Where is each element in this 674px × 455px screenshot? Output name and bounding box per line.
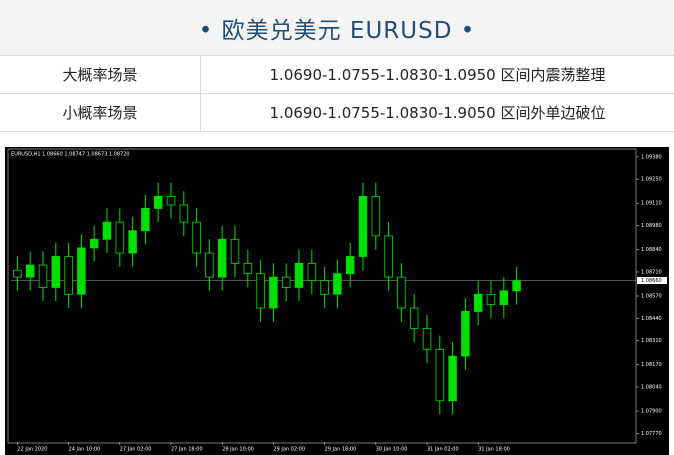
x-tick-label: 29 Jan 02:00 bbox=[273, 447, 305, 453]
candle-body bbox=[115, 221, 125, 254]
y-tick-label: 1.08170 bbox=[641, 362, 662, 368]
candle-body bbox=[179, 204, 189, 223]
candle-body bbox=[448, 355, 457, 402]
y-tick-label: 1.09380 bbox=[641, 154, 662, 160]
scenario-table: 大概率场景 1.0690-1.0755-1.0830-1.0950 区间内震荡整理… bbox=[0, 55, 674, 132]
row: 小概率场景 1.0690-1.0755-1.0830-1.9050 区间外单边破位 bbox=[0, 93, 674, 132]
candle-body bbox=[384, 235, 393, 278]
y-tick-label: 1.07900 bbox=[641, 409, 662, 415]
candle-body bbox=[397, 276, 406, 309]
candle-body bbox=[64, 256, 73, 295]
cell: 小概率场景 bbox=[0, 93, 201, 132]
candle-body bbox=[89, 238, 99, 249]
candle-body bbox=[166, 195, 176, 206]
x-tick-label: 30 Jan 10:00 bbox=[376, 447, 408, 453]
candle-body bbox=[345, 256, 355, 275]
cell: 1.0690-1.0755-1.0830-1.9050 区间外单边破位 bbox=[200, 93, 674, 132]
candle-body bbox=[25, 264, 35, 278]
cell: 1.0690-1.0755-1.0830-1.0950 区间内震荡整理 bbox=[200, 55, 674, 94]
y-tick-label: 1.08310 bbox=[641, 338, 662, 344]
x-tick-label: 27 Jan 02:00 bbox=[120, 447, 152, 453]
y-tick-label: 1.08840 bbox=[641, 247, 662, 253]
candle-body bbox=[77, 247, 86, 295]
candle-body bbox=[499, 290, 509, 305]
cell: 大概率场景 bbox=[0, 55, 201, 94]
candle-body bbox=[102, 221, 112, 240]
candle-body bbox=[128, 230, 137, 254]
candle-body bbox=[256, 273, 265, 309]
candle-body bbox=[243, 262, 253, 275]
x-tick-label: 22 Jan 2020 bbox=[17, 447, 47, 453]
candle-body bbox=[269, 276, 278, 309]
candle-body bbox=[461, 311, 470, 357]
candle-body bbox=[38, 264, 48, 288]
row: 大概率场景 1.0690-1.0755-1.0830-1.0950 区间内震荡整理 bbox=[0, 55, 674, 94]
y-tick-label: 1.08040 bbox=[641, 385, 662, 391]
candle-body bbox=[230, 238, 240, 264]
x-tick-label: 24 Jan 10:00 bbox=[69, 447, 101, 453]
y-tick-label: 1.08440 bbox=[641, 316, 662, 322]
chart: EURUSD,H1 1.08660 1.08747 1.08673 1.0872… bbox=[5, 147, 669, 455]
x-tick-label: 31 Jan 02:00 bbox=[427, 447, 459, 453]
candle-body bbox=[307, 262, 317, 281]
title: • 欧美兑美元 EURUSD • bbox=[0, 0, 674, 55]
x-tick-label: 27 Jan 18:00 bbox=[171, 447, 203, 453]
candle-body bbox=[192, 221, 201, 254]
y-tick-label: 1.07770 bbox=[641, 431, 662, 437]
candle-body bbox=[205, 252, 214, 278]
candle-body bbox=[217, 238, 227, 278]
candle-body bbox=[512, 280, 521, 292]
candle-body bbox=[409, 307, 419, 330]
y-tick-label: 1.08980 bbox=[641, 223, 662, 229]
candle-body bbox=[153, 195, 163, 209]
symbol-label: EURUSD,H1 1.08660 1.08747 1.08673 1.0872… bbox=[11, 152, 130, 158]
y-tick-label: 1.08570 bbox=[641, 294, 662, 300]
candle-body bbox=[422, 328, 432, 350]
candle-body bbox=[320, 280, 329, 295]
candle-body bbox=[141, 208, 150, 232]
candle-body bbox=[358, 195, 368, 257]
candle-body bbox=[371, 195, 381, 237]
candle-body bbox=[281, 276, 291, 288]
candle-body bbox=[473, 293, 483, 312]
x-tick-label: 31 Jan 18:00 bbox=[478, 447, 510, 453]
candle-body bbox=[486, 293, 496, 305]
y-tick-label: 1.08710 bbox=[641, 269, 662, 275]
x-tick-label: 28 Jan 10:00 bbox=[222, 447, 254, 453]
candle-body bbox=[13, 269, 22, 278]
y-tick-label: 1.09110 bbox=[641, 201, 662, 207]
last-price-label: 1.08660 bbox=[641, 278, 662, 284]
candle-body bbox=[294, 262, 304, 288]
y-tick-label: 1.09250 bbox=[641, 177, 662, 183]
x-tick-label: 29 Jan 18:00 bbox=[325, 447, 357, 453]
candle-body bbox=[435, 348, 445, 402]
candle-body bbox=[51, 256, 61, 288]
last-price-box bbox=[637, 277, 667, 285]
candle-body bbox=[333, 273, 342, 295]
